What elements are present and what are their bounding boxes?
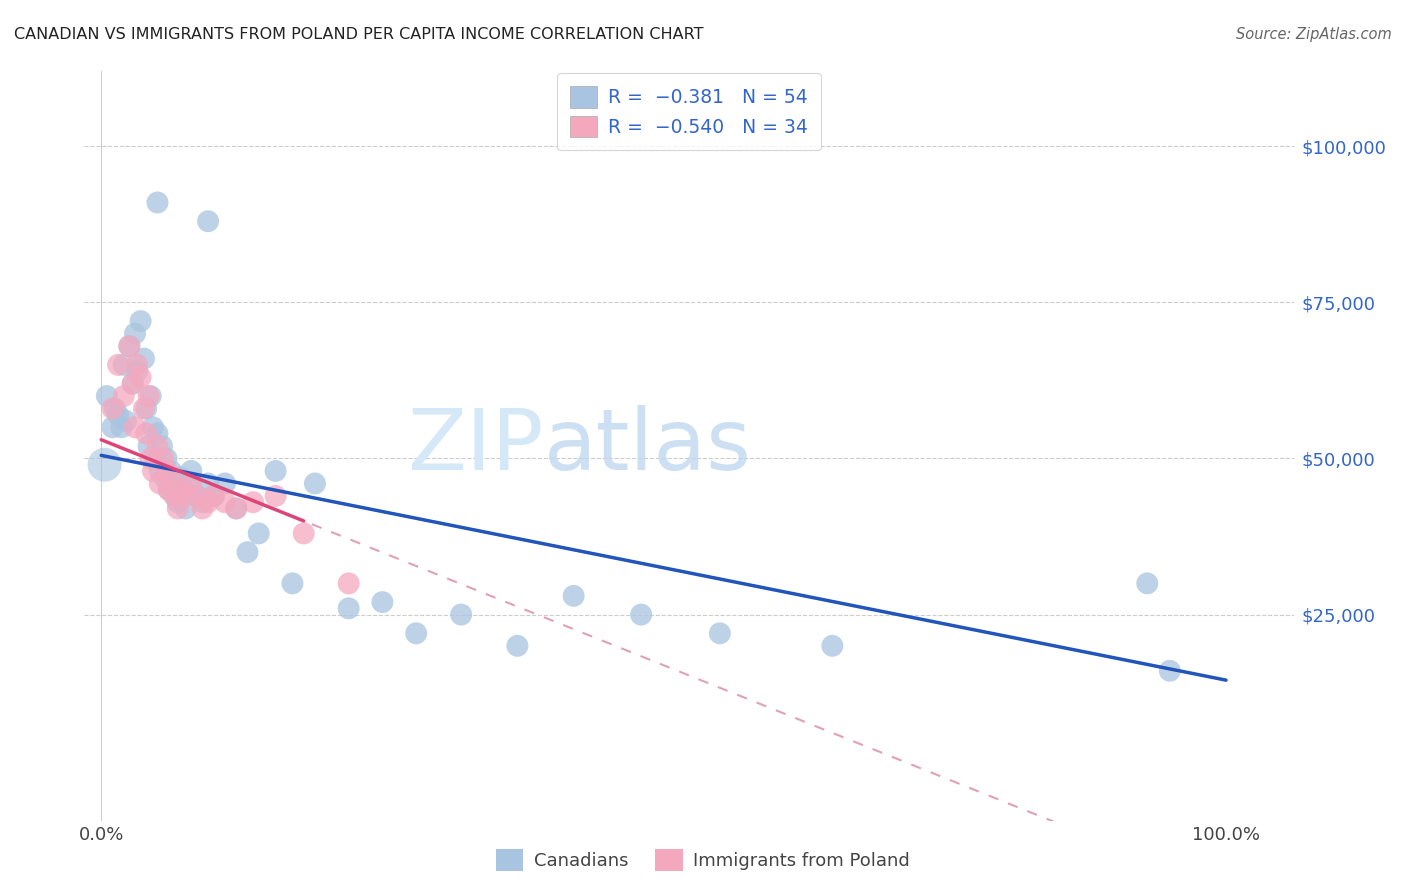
Point	[135, 426, 157, 441]
Point	[129, 314, 152, 328]
Point	[139, 389, 162, 403]
Point	[166, 495, 188, 509]
Point	[172, 483, 194, 497]
Point	[143, 451, 166, 466]
Point	[107, 358, 129, 372]
Point	[160, 470, 183, 484]
Point	[101, 401, 124, 416]
Legend: Canadians, Immigrants from Poland: Canadians, Immigrants from Poland	[489, 842, 917, 879]
Point	[821, 639, 844, 653]
Point	[264, 489, 287, 503]
Point	[169, 483, 191, 497]
Point	[121, 376, 143, 391]
Point	[202, 489, 225, 503]
Point	[191, 495, 214, 509]
Point	[304, 476, 326, 491]
Point	[197, 214, 219, 228]
Text: Source: ZipAtlas.com: Source: ZipAtlas.com	[1236, 27, 1392, 42]
Point	[115, 414, 138, 428]
Point	[197, 476, 219, 491]
Point	[153, 470, 176, 484]
Point	[135, 401, 157, 416]
Point	[129, 370, 152, 384]
Point	[177, 476, 200, 491]
Point	[337, 601, 360, 615]
Point	[118, 339, 141, 353]
Point	[450, 607, 472, 622]
Point	[110, 420, 132, 434]
Point	[709, 626, 731, 640]
Point	[506, 639, 529, 653]
Point	[163, 489, 186, 503]
Point	[180, 464, 202, 478]
Point	[281, 576, 304, 591]
Point	[160, 464, 183, 478]
Point	[152, 451, 174, 466]
Point	[124, 420, 146, 434]
Point	[202, 489, 225, 503]
Point	[138, 389, 160, 403]
Point	[118, 339, 141, 353]
Point	[174, 489, 197, 503]
Point	[197, 495, 219, 509]
Point	[225, 501, 247, 516]
Point	[132, 351, 155, 366]
Point	[127, 358, 149, 372]
Legend: R =  −0.381   N = 54, R =  −0.540   N = 34: R = −0.381 N = 54, R = −0.540 N = 34	[557, 73, 821, 151]
Point	[149, 464, 172, 478]
Point	[236, 545, 259, 559]
Text: atlas: atlas	[544, 404, 752, 488]
Point	[146, 439, 169, 453]
Point	[371, 595, 394, 609]
Point	[96, 389, 118, 403]
Point	[101, 420, 124, 434]
Point	[242, 495, 264, 509]
Point	[139, 451, 162, 466]
Point	[104, 401, 127, 416]
Point	[142, 420, 165, 434]
Point	[150, 439, 173, 453]
Point	[149, 476, 172, 491]
Point	[225, 501, 247, 516]
Point	[124, 326, 146, 341]
Text: CANADIAN VS IMMIGRANTS FROM POLAND PER CAPITA INCOME CORRELATION CHART: CANADIAN VS IMMIGRANTS FROM POLAND PER C…	[14, 27, 703, 42]
Point	[191, 501, 214, 516]
Point	[165, 489, 187, 503]
Point	[146, 426, 169, 441]
Point	[155, 451, 177, 466]
Point	[162, 476, 184, 491]
Point	[292, 526, 315, 541]
Point	[132, 401, 155, 416]
Point	[166, 501, 188, 516]
Point	[214, 495, 236, 509]
Point	[93, 458, 115, 472]
Point	[127, 364, 149, 378]
Point	[174, 501, 197, 516]
Point	[180, 476, 202, 491]
Point	[214, 476, 236, 491]
Point	[264, 464, 287, 478]
Point	[247, 526, 270, 541]
Point	[169, 470, 191, 484]
Text: ZIP: ZIP	[408, 404, 544, 488]
Point	[107, 408, 129, 422]
Point	[121, 376, 143, 391]
Point	[112, 358, 135, 372]
Point	[142, 464, 165, 478]
Point	[112, 389, 135, 403]
Point	[1136, 576, 1159, 591]
Point	[630, 607, 652, 622]
Point	[562, 589, 585, 603]
Point	[157, 483, 180, 497]
Point	[155, 464, 177, 478]
Point	[1159, 664, 1181, 678]
Point	[337, 576, 360, 591]
Point	[405, 626, 427, 640]
Point	[138, 439, 160, 453]
Point	[157, 483, 180, 497]
Point	[186, 489, 208, 503]
Point	[186, 489, 208, 503]
Point	[146, 195, 169, 210]
